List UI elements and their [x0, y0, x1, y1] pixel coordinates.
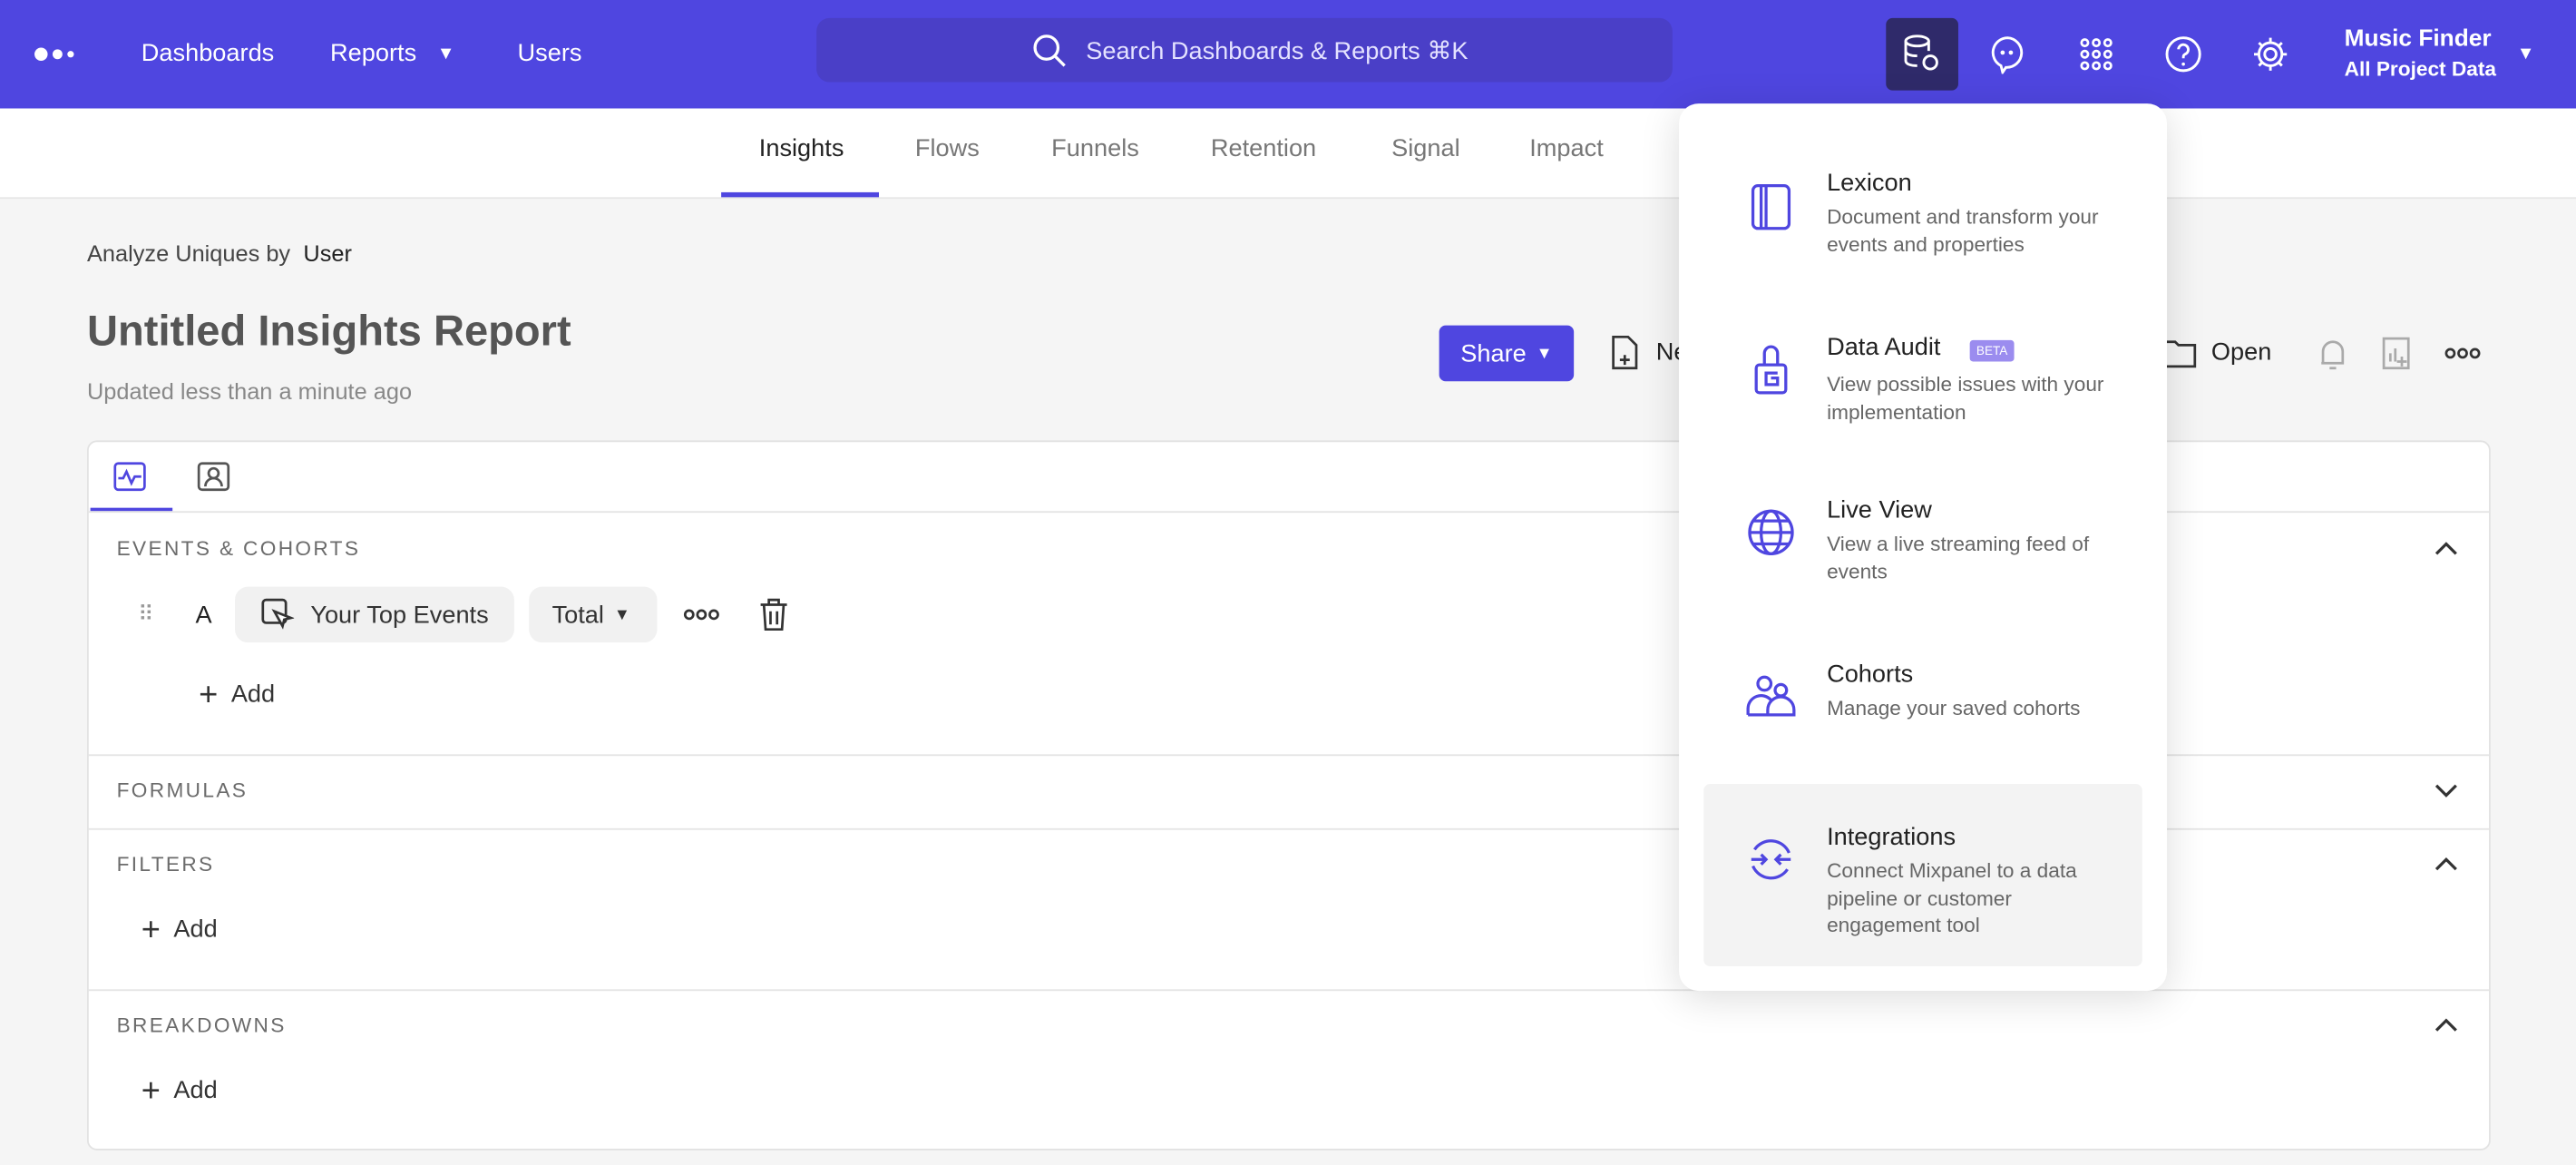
lock-audit-icon	[1754, 345, 1788, 395]
project-name: Music Finder	[2344, 25, 2492, 53]
divider	[88, 754, 2489, 757]
plus-icon: +	[141, 911, 161, 948]
row-letter: A	[195, 601, 212, 630]
menu-item-desc: Document and transform your events and p…	[1827, 205, 2099, 256]
event-selector[interactable]: Your Top Events	[235, 586, 514, 643]
analyze-label: Analyze Uniques by	[86, 240, 291, 267]
measure-selector[interactable]: Total ▼	[529, 586, 658, 643]
top-nav-bar: Dashboards Reports ▼ Users Search Dashbo…	[0, 0, 2576, 109]
logo[interactable]	[34, 46, 77, 63]
chevron-up-icon[interactable]	[2433, 1015, 2459, 1035]
tab-insights[interactable]: Insights	[758, 134, 844, 163]
menu-item-title: Lexicon	[1827, 169, 1912, 198]
folder-icon[interactable]	[2162, 337, 2199, 369]
nav-users[interactable]: Users	[517, 39, 582, 68]
menu-item-title: Live View	[1827, 495, 1932, 524]
settings-button[interactable]	[2234, 18, 2307, 91]
add-label: Add	[173, 915, 218, 944]
drag-handle-icon[interactable]: ⠿	[138, 601, 153, 627]
tab-retention[interactable]: Retention	[1210, 134, 1317, 163]
tab-funnels[interactable]: Funnels	[1051, 134, 1139, 163]
search-icon	[1033, 34, 1066, 67]
search-input[interactable]: Search Dashboards & Reports ⌘K	[816, 17, 1673, 83]
integrations-icon	[1751, 839, 1791, 880]
active-tab-indicator	[721, 191, 880, 198]
events-section-header[interactable]: EVENTS & COHORTS	[116, 537, 361, 561]
chevron-up-icon[interactable]	[2433, 855, 2459, 875]
book-icon	[1751, 184, 1791, 230]
plus-icon: +	[141, 1072, 161, 1109]
beta-badge: BETA	[1969, 339, 2015, 362]
nav-reports[interactable]: Reports	[330, 39, 417, 68]
menu-item-title: Cohorts	[1827, 661, 1914, 689]
menu-item-title: Data Audit	[1827, 333, 1941, 362]
formulas-section-header[interactable]: FORMULAS	[116, 778, 249, 802]
add-to-dashboard-icon[interactable]	[2380, 335, 2413, 371]
tab-signal[interactable]: Signal	[1391, 134, 1460, 163]
add-label: Add	[173, 1076, 218, 1105]
menu-item-title: Integrations	[1827, 823, 1956, 852]
add-filter-button[interactable]: + Add	[141, 911, 218, 948]
tab-flows[interactable]: Flows	[914, 134, 980, 163]
updated-status: Updated less than a minute ago	[86, 377, 413, 405]
more-options-icon[interactable]	[2444, 345, 2481, 361]
menu-item-desc: Manage your saved cohorts	[1827, 696, 2081, 720]
share-label: Share	[1460, 339, 1527, 367]
chart-view-tab-icon[interactable]	[113, 462, 146, 492]
menu-item-desc: View possible issues with your implement…	[1827, 373, 2104, 424]
settings-icon	[2253, 37, 2288, 71]
apps-grid-icon	[2080, 38, 2113, 71]
open-button[interactable]: Open	[2210, 338, 2272, 367]
add-alert-icon[interactable]	[2317, 337, 2349, 373]
project-caret-icon[interactable]: ▼	[2516, 44, 2535, 64]
add-breakdown-button[interactable]: + Add	[141, 1072, 218, 1109]
new-report-icon[interactable]	[1610, 335, 1640, 371]
chevron-down-icon[interactable]	[2433, 780, 2459, 800]
menu-item-highlight	[1703, 783, 2142, 966]
plus-icon: +	[199, 676, 219, 713]
caret-down-icon: ▼	[613, 605, 630, 624]
measure-label: Total	[551, 601, 604, 629]
reports-caret-icon[interactable]: ▼	[436, 44, 455, 64]
active-view-indicator	[90, 507, 173, 512]
chat-button[interactable]	[1971, 18, 2044, 91]
divider	[88, 827, 2489, 830]
search-placeholder: Search Dashboards & Reports ⌘K	[1086, 37, 1469, 66]
divider	[88, 989, 2489, 992]
share-button[interactable]: Share ▼	[1439, 325, 1575, 382]
help-icon	[2165, 36, 2201, 73]
project-scope: All Project Data	[2344, 57, 2496, 81]
data-management-button[interactable]	[1886, 17, 1958, 91]
database-gear-icon	[1904, 34, 1938, 71]
analyze-value[interactable]: User	[303, 240, 352, 267]
trash-icon[interactable]	[759, 598, 789, 631]
analyze-by: Analyze Uniques by User	[87, 240, 352, 266]
project-selector[interactable]: Music Finder All Project Data	[2345, 26, 2496, 81]
report-title[interactable]: Untitled Insights Report	[86, 305, 571, 356]
apps-button[interactable]	[2060, 18, 2132, 91]
event-label: Your Top Events	[310, 601, 489, 629]
caret-down-icon: ▼	[1536, 344, 1553, 363]
divider	[88, 511, 2489, 514]
menu-item-desc: Connect Mixpanel to a data pipeline or c…	[1827, 859, 2077, 937]
cursor-click-icon	[261, 598, 295, 630]
help-button[interactable]	[2147, 18, 2220, 91]
event-more-icon[interactable]	[683, 606, 719, 622]
nav-dashboards[interactable]: Dashboards	[141, 39, 275, 68]
cohorts-icon	[1746, 675, 1796, 717]
chat-icon	[1991, 36, 2024, 74]
add-label: Add	[230, 680, 276, 709]
add-event-button[interactable]: + Add	[199, 676, 276, 713]
chevron-up-icon[interactable]	[2433, 539, 2459, 559]
globe-icon	[1748, 509, 1794, 556]
users-view-tab-icon[interactable]	[197, 462, 230, 492]
menu-item-desc: View a live streaming feed of events	[1827, 532, 2090, 583]
tab-impact[interactable]: Impact	[1529, 134, 1604, 163]
filters-section-header[interactable]: FILTERS	[116, 853, 215, 876]
breakdowns-section-header[interactable]: BREAKDOWNS	[116, 1013, 287, 1037]
